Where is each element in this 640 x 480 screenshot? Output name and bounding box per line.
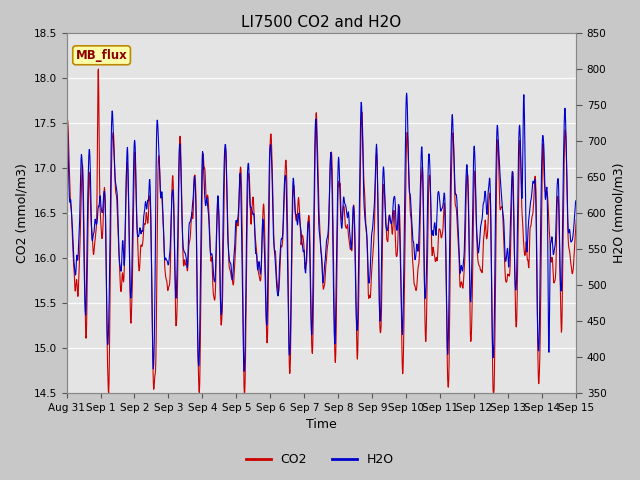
Y-axis label: H2O (mmol/m3): H2O (mmol/m3) [612, 163, 625, 263]
Title: LI7500 CO2 and H2O: LI7500 CO2 and H2O [241, 15, 401, 30]
Legend: CO2, H2O: CO2, H2O [241, 448, 399, 471]
Y-axis label: CO2 (mmol/m3): CO2 (mmol/m3) [15, 163, 28, 263]
Text: MB_flux: MB_flux [76, 49, 127, 62]
X-axis label: Time: Time [306, 419, 337, 432]
